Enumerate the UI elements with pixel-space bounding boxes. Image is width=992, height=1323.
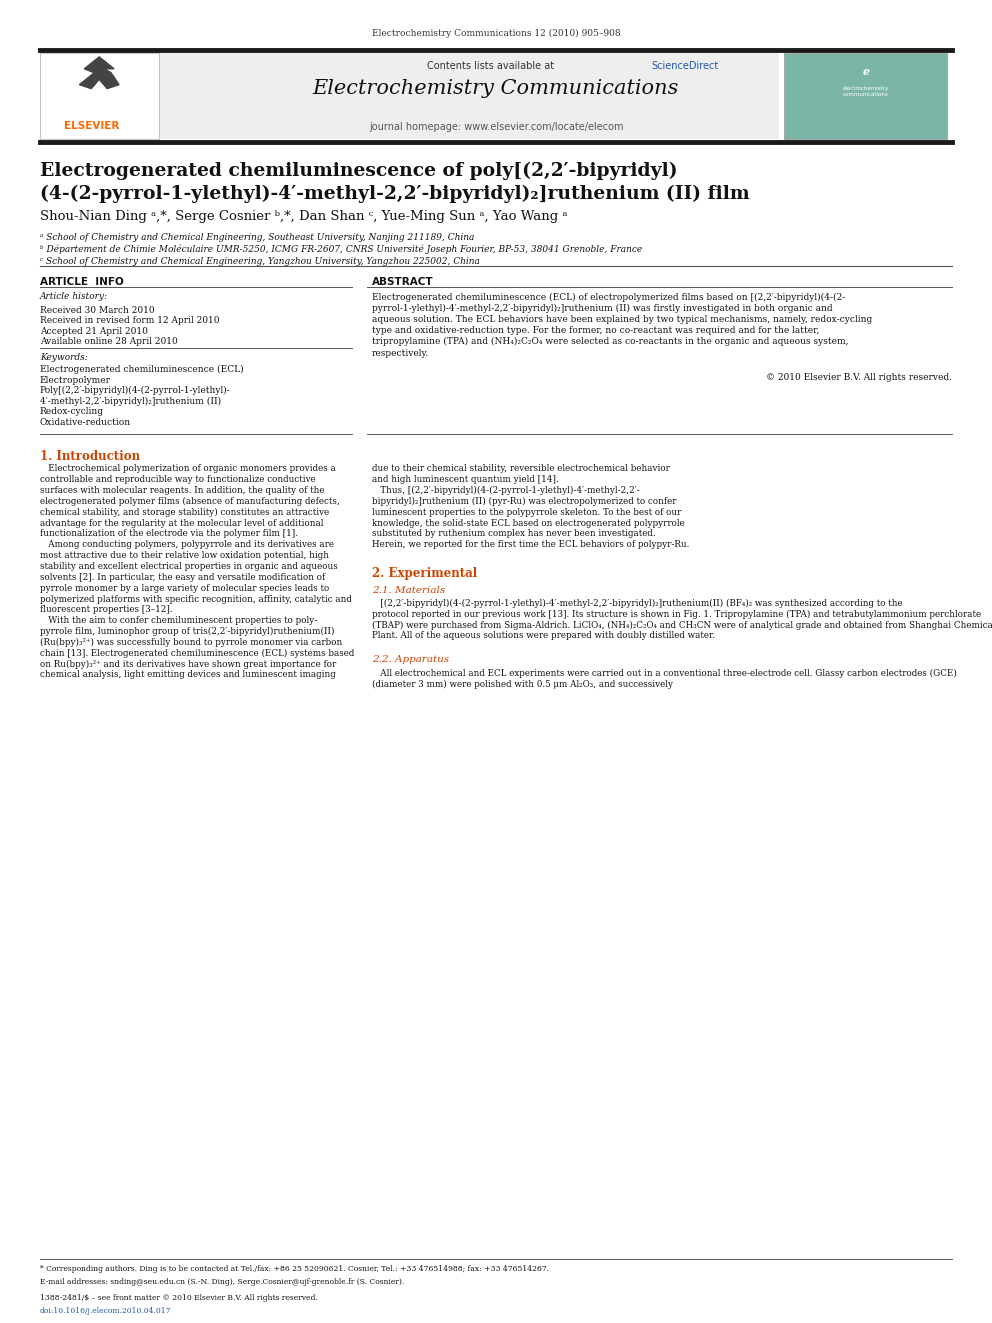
Text: doi:10.1016/j.elecom.2010.04.017: doi:10.1016/j.elecom.2010.04.017 xyxy=(40,1307,172,1315)
Text: * Corresponding authors. Ding is to be contacted at Tel./fax: +86 25 52090621. C: * Corresponding authors. Ding is to be c… xyxy=(40,1265,549,1273)
Text: aqueous solution. The ECL behaviors have been explained by two typical mechanism: aqueous solution. The ECL behaviors have… xyxy=(372,315,872,324)
Text: Electropolymer: Electropolymer xyxy=(40,376,111,385)
Text: Electrochemistry Communications: Electrochemistry Communications xyxy=(312,79,680,98)
Text: Herein, we reported for the first time the ECL behaviors of polypyr-Ru.: Herein, we reported for the first time t… xyxy=(372,540,689,549)
Text: ᶜ School of Chemistry and Chemical Engineering, Yangzhou University, Yangzhou 22: ᶜ School of Chemistry and Chemical Engin… xyxy=(40,257,479,266)
Text: Electrogenerated chemiluminescence (ECL): Electrogenerated chemiluminescence (ECL) xyxy=(40,365,243,374)
Polygon shape xyxy=(79,57,119,89)
Text: ᵃ School of Chemistry and Chemical Engineering, Southeast University, Nanjing 21: ᵃ School of Chemistry and Chemical Engin… xyxy=(40,233,474,242)
Text: pyrrole monomer by a large variety of molecular species leads to: pyrrole monomer by a large variety of mo… xyxy=(40,583,329,593)
FancyBboxPatch shape xyxy=(64,53,779,139)
Text: Poly[(2,2′-bipyridyl)(4-(2-pyrrol-1-ylethyl)-: Poly[(2,2′-bipyridyl)(4-(2-pyrrol-1-ylet… xyxy=(40,386,230,396)
Text: © 2010 Elsevier B.V. All rights reserved.: © 2010 Elsevier B.V. All rights reserved… xyxy=(766,373,952,382)
Text: Among conducting polymers, polypyrrole and its derivatives are: Among conducting polymers, polypyrrole a… xyxy=(40,540,333,549)
FancyBboxPatch shape xyxy=(784,53,947,139)
Text: most attractive due to their relative low oxidation potential, high: most attractive due to their relative lo… xyxy=(40,552,328,560)
Text: ᵇ Département de Chimie Moléculaire UMR-5250, ICMG FR-2607, CNRS Université Jose: ᵇ Département de Chimie Moléculaire UMR-… xyxy=(40,245,642,254)
Text: stability and excellent electrical properties in organic and aqueous: stability and excellent electrical prope… xyxy=(40,562,337,572)
Text: Received 30 March 2010: Received 30 March 2010 xyxy=(40,306,155,315)
Text: 1. Introduction: 1. Introduction xyxy=(40,450,140,463)
Text: solvents [2]. In particular, the easy and versatile modification of: solvents [2]. In particular, the easy an… xyxy=(40,573,325,582)
Text: substituted by ruthenium complex has never been investigated.: substituted by ruthenium complex has nev… xyxy=(372,529,656,538)
Text: ARTICLE  INFO: ARTICLE INFO xyxy=(40,277,123,287)
FancyBboxPatch shape xyxy=(40,53,159,139)
Text: chain [13]. Electrogenerated chemiluminescence (ECL) systems based: chain [13]. Electrogenerated chemilumine… xyxy=(40,648,354,658)
Text: knowledge, the solid-state ECL based on electrogenerated polypyrrole: knowledge, the solid-state ECL based on … xyxy=(372,519,684,528)
Text: surfaces with molecular reagents. In addition, the quality of the: surfaces with molecular reagents. In add… xyxy=(40,486,324,495)
Text: (TBAP) were purchased from Sigma-Aldrich. LiClO₄, (NH₄)₂C₂O₄ and CH₃CN were of a: (TBAP) were purchased from Sigma-Aldrich… xyxy=(372,620,992,630)
Text: on Ru(bpy)₃²⁺ and its derivatives have shown great importance for: on Ru(bpy)₃²⁺ and its derivatives have s… xyxy=(40,660,336,668)
Text: Thus, [(2,2′-bipyridyl)(4-(2-pyrrol-1-ylethyl)-4′-methyl-2,2′-: Thus, [(2,2′-bipyridyl)(4-(2-pyrrol-1-yl… xyxy=(372,486,640,495)
Text: functionalization of the electrode via the polymer film [1].: functionalization of the electrode via t… xyxy=(40,529,298,538)
Text: bipyridyl)₂]ruthenium (II) (pyr-Ru) was electropolymerized to confer: bipyridyl)₂]ruthenium (II) (pyr-Ru) was … xyxy=(372,497,677,505)
Text: polymerized platforms with specific recognition, affinity, catalytic and: polymerized platforms with specific reco… xyxy=(40,594,351,603)
Text: 2.2. Apparatus: 2.2. Apparatus xyxy=(372,655,449,664)
Text: Electrogenerated chemiluminescence (ECL) of electropolymerized films based on [(: Electrogenerated chemiluminescence (ECL)… xyxy=(372,292,845,302)
Text: e: e xyxy=(862,66,870,77)
Text: ScienceDirect: ScienceDirect xyxy=(652,61,719,71)
Text: Redox-cycling: Redox-cycling xyxy=(40,407,104,417)
Text: (Ru(bpy)₃²⁺) was successfully bound to pyrrole monomer via carbon: (Ru(bpy)₃²⁺) was successfully bound to p… xyxy=(40,638,342,647)
Text: [(2,2′-bipyridyl)(4-(2-pyrrol-1-ylethyl)-4′-methyl-2,2′-bipyridyl)₂]ruthenium(II: [(2,2′-bipyridyl)(4-(2-pyrrol-1-ylethyl)… xyxy=(372,599,903,607)
Text: Received in revised form 12 April 2010: Received in revised form 12 April 2010 xyxy=(40,316,219,325)
Text: protocol reported in our previous work [13]. Its structure is shown in Fig. 1. T: protocol reported in our previous work [… xyxy=(372,610,981,619)
Text: With the aim to confer chemiluminescent properties to poly-: With the aim to confer chemiluminescent … xyxy=(40,617,316,626)
Text: due to their chemical stability, reversible electrochemical behavior: due to their chemical stability, reversi… xyxy=(372,464,670,474)
Text: type and oxidative-reduction type. For the former, no co-reactant was required a: type and oxidative-reduction type. For t… xyxy=(372,325,819,335)
Text: (diameter 3 mm) were polished with 0.5 μm Al₂O₃, and successively: (diameter 3 mm) were polished with 0.5 μ… xyxy=(372,680,673,688)
Text: journal homepage: www.elsevier.com/locate/elecom: journal homepage: www.elsevier.com/locat… xyxy=(369,122,623,132)
Text: Article history:: Article history: xyxy=(40,292,108,302)
Text: Plant. All of the aqueous solutions were prepared with doubly distilled water.: Plant. All of the aqueous solutions were… xyxy=(372,631,715,640)
Text: chemical stability, and storage stability) constitutes an attractive: chemical stability, and storage stabilit… xyxy=(40,508,329,517)
Text: Keywords:: Keywords: xyxy=(40,353,87,363)
Text: and high luminescent quantum yield [14].: and high luminescent quantum yield [14]. xyxy=(372,475,558,484)
Text: 1388-2481/$ – see front matter © 2010 Elsevier B.V. All rights reserved.: 1388-2481/$ – see front matter © 2010 El… xyxy=(40,1294,317,1302)
Text: Electrogenerated chemiluminescence of poly[(2,2′-bipyridyl): Electrogenerated chemiluminescence of po… xyxy=(40,161,678,180)
Text: 4′-methyl-2,2′-bipyridyl)₂]ruthenium (II): 4′-methyl-2,2′-bipyridyl)₂]ruthenium (II… xyxy=(40,397,221,406)
Text: ELSEVIER: ELSEVIER xyxy=(64,120,120,131)
Text: E-mail addresses: snding@seu.edu.cn (S.-N. Ding), Serge.Cosnier@ujf-grenoble.fr : E-mail addresses: snding@seu.edu.cn (S.-… xyxy=(40,1278,404,1286)
Text: advantage for the regularity at the molecular level of additional: advantage for the regularity at the mole… xyxy=(40,519,323,528)
Text: pyrrole film, luminophor group of tris(2,2′-bipyridyl)ruthenium(II): pyrrole film, luminophor group of tris(2… xyxy=(40,627,334,636)
Text: Shou-Nian Ding ᵃ,*, Serge Cosnier ᵇ,*, Dan Shan ᶜ, Yue-Ming Sun ᵃ, Yao Wang ᵃ: Shou-Nian Ding ᵃ,*, Serge Cosnier ᵇ,*, D… xyxy=(40,210,567,224)
Text: 2. Experimental: 2. Experimental xyxy=(372,568,477,579)
Text: pyrrol-1-ylethyl)-4′-methyl-2,2′-bipyridyl)₂]ruthenium (II) was firstly investig: pyrrol-1-ylethyl)-4′-methyl-2,2′-bipyrid… xyxy=(372,303,832,312)
Text: 2.1. Materials: 2.1. Materials xyxy=(372,586,445,594)
Text: tripropylamine (TPA) and (NH₄)₂C₂O₄ were selected as co-reactants in the organic: tripropylamine (TPA) and (NH₄)₂C₂O₄ were… xyxy=(372,337,848,347)
Text: chemical analysis, light emitting devices and luminescent imaging: chemical analysis, light emitting device… xyxy=(40,671,335,680)
Text: Electrochemistry Communications 12 (2010) 905–908: Electrochemistry Communications 12 (2010… xyxy=(372,29,620,38)
Text: All electrochemical and ECL experiments were carried out in a conventional three: All electrochemical and ECL experiments … xyxy=(372,668,957,677)
Text: respectively.: respectively. xyxy=(372,348,430,357)
Text: Accepted 21 April 2010: Accepted 21 April 2010 xyxy=(40,327,148,336)
Text: luminescent properties to the polypyrrole skeleton. To the best of our: luminescent properties to the polypyrrol… xyxy=(372,508,682,517)
Text: (4-(2-pyrrol-1-ylethyl)-4′-methyl-2,2′-bipyridyl)₂]ruthenium (II) film: (4-(2-pyrrol-1-ylethyl)-4′-methyl-2,2′-b… xyxy=(40,185,749,204)
Text: Oxidative-reduction: Oxidative-reduction xyxy=(40,418,131,427)
Text: Electrochemical polymerization of organic monomers provides a: Electrochemical polymerization of organi… xyxy=(40,464,335,474)
Text: ABSTRACT: ABSTRACT xyxy=(372,277,434,287)
Text: electrogenerated polymer films (absence of manufacturing defects,: electrogenerated polymer films (absence … xyxy=(40,497,339,505)
Text: controllable and reproducible way to functionalize conductive: controllable and reproducible way to fun… xyxy=(40,475,315,484)
Text: Contents lists available at: Contents lists available at xyxy=(427,61,557,71)
Text: electrochemistry
communications: electrochemistry communications xyxy=(843,86,889,97)
Text: fluorescent properties [3–12].: fluorescent properties [3–12]. xyxy=(40,606,173,614)
Text: Available online 28 April 2010: Available online 28 April 2010 xyxy=(40,337,178,347)
